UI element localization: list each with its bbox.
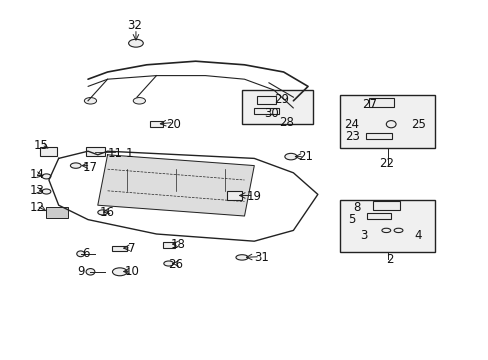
Bar [339, 200, 434, 252]
Ellipse shape [128, 39, 143, 47]
Bar [162, 242, 175, 248]
Text: 30: 30 [264, 107, 278, 120]
Text: 10: 10 [124, 265, 139, 278]
Text: 20: 20 [166, 118, 181, 131]
Ellipse shape [42, 189, 51, 194]
Bar [85, 147, 105, 156]
Bar [40, 147, 58, 156]
Text: 1: 1 [125, 147, 133, 159]
Bar [254, 108, 278, 114]
Text: 11: 11 [107, 147, 122, 159]
Ellipse shape [84, 98, 96, 104]
Text: 18: 18 [171, 238, 185, 251]
Text: 29: 29 [273, 93, 288, 105]
Text: 19: 19 [246, 190, 261, 203]
Text: 12: 12 [29, 201, 44, 213]
Text: 4: 4 [413, 229, 421, 242]
Circle shape [86, 269, 95, 275]
Ellipse shape [284, 153, 296, 160]
Text: 17: 17 [83, 161, 98, 174]
Text: 7: 7 [128, 242, 136, 255]
Text: 24: 24 [344, 118, 359, 131]
Text: 32: 32 [127, 19, 142, 32]
Ellipse shape [381, 228, 390, 233]
Text: 8: 8 [352, 201, 360, 213]
Bar [368, 98, 393, 107]
Text: 21: 21 [298, 150, 312, 163]
Text: 26: 26 [168, 258, 183, 271]
Ellipse shape [70, 163, 81, 168]
Text: 16: 16 [100, 206, 115, 219]
Circle shape [386, 121, 395, 128]
Polygon shape [98, 155, 254, 216]
Bar [46, 207, 68, 218]
Text: 5: 5 [347, 213, 355, 226]
Bar [339, 95, 434, 148]
Bar [242, 90, 312, 124]
Bar [112, 246, 127, 251]
Text: 3: 3 [360, 229, 367, 242]
Ellipse shape [163, 261, 173, 266]
Bar [150, 121, 162, 127]
Ellipse shape [287, 98, 299, 104]
Ellipse shape [112, 268, 127, 276]
Bar [256, 96, 276, 104]
Text: 23: 23 [344, 130, 359, 143]
Text: 27: 27 [361, 98, 376, 111]
Ellipse shape [42, 174, 51, 179]
Text: 25: 25 [410, 118, 425, 131]
Text: 22: 22 [378, 157, 393, 170]
Bar [365, 134, 392, 139]
Bar [227, 191, 242, 200]
Bar [372, 201, 399, 210]
Ellipse shape [98, 210, 107, 215]
Bar [366, 213, 390, 219]
Text: 28: 28 [278, 116, 293, 129]
Text: 13: 13 [29, 184, 44, 197]
Ellipse shape [393, 228, 402, 233]
Text: 2: 2 [385, 253, 393, 266]
Text: 9: 9 [77, 265, 84, 278]
Text: 31: 31 [254, 251, 268, 264]
Ellipse shape [133, 98, 145, 104]
Text: 14: 14 [29, 168, 44, 181]
Text: 6: 6 [81, 247, 89, 260]
Circle shape [77, 251, 84, 257]
Ellipse shape [235, 255, 248, 260]
Text: 15: 15 [34, 139, 49, 152]
